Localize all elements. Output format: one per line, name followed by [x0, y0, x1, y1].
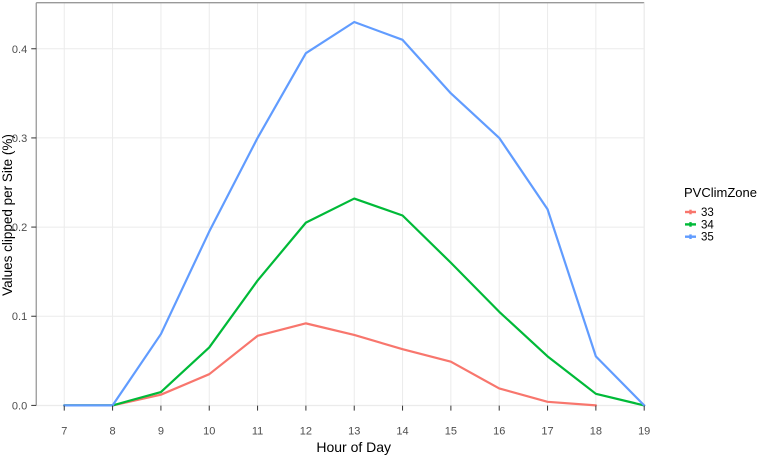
- svg-text:16: 16: [493, 426, 505, 438]
- svg-text:15: 15: [445, 426, 457, 438]
- svg-text:10: 10: [203, 426, 215, 438]
- svg-text:Hour of Day: Hour of Day: [316, 439, 391, 455]
- svg-text:PVClimZone: PVClimZone: [684, 185, 757, 200]
- svg-text:8: 8: [110, 426, 116, 438]
- svg-text:Values clipped per Site (%): Values clipped per Site (%): [0, 134, 15, 296]
- svg-text:9: 9: [158, 426, 164, 438]
- svg-text:7: 7: [61, 426, 67, 438]
- svg-text:35: 35: [701, 232, 714, 244]
- svg-text:33: 33: [701, 207, 714, 219]
- svg-text:17: 17: [541, 426, 553, 438]
- svg-text:0.4: 0.4: [12, 44, 27, 56]
- svg-text:14: 14: [396, 426, 408, 438]
- svg-text:0.0: 0.0: [12, 400, 27, 412]
- svg-text:34: 34: [701, 219, 714, 231]
- svg-text:0.1: 0.1: [12, 311, 27, 323]
- svg-text:18: 18: [590, 426, 602, 438]
- svg-text:12: 12: [300, 426, 312, 438]
- svg-text:11: 11: [252, 426, 263, 438]
- svg-text:19: 19: [638, 426, 650, 438]
- svg-text:13: 13: [348, 426, 360, 438]
